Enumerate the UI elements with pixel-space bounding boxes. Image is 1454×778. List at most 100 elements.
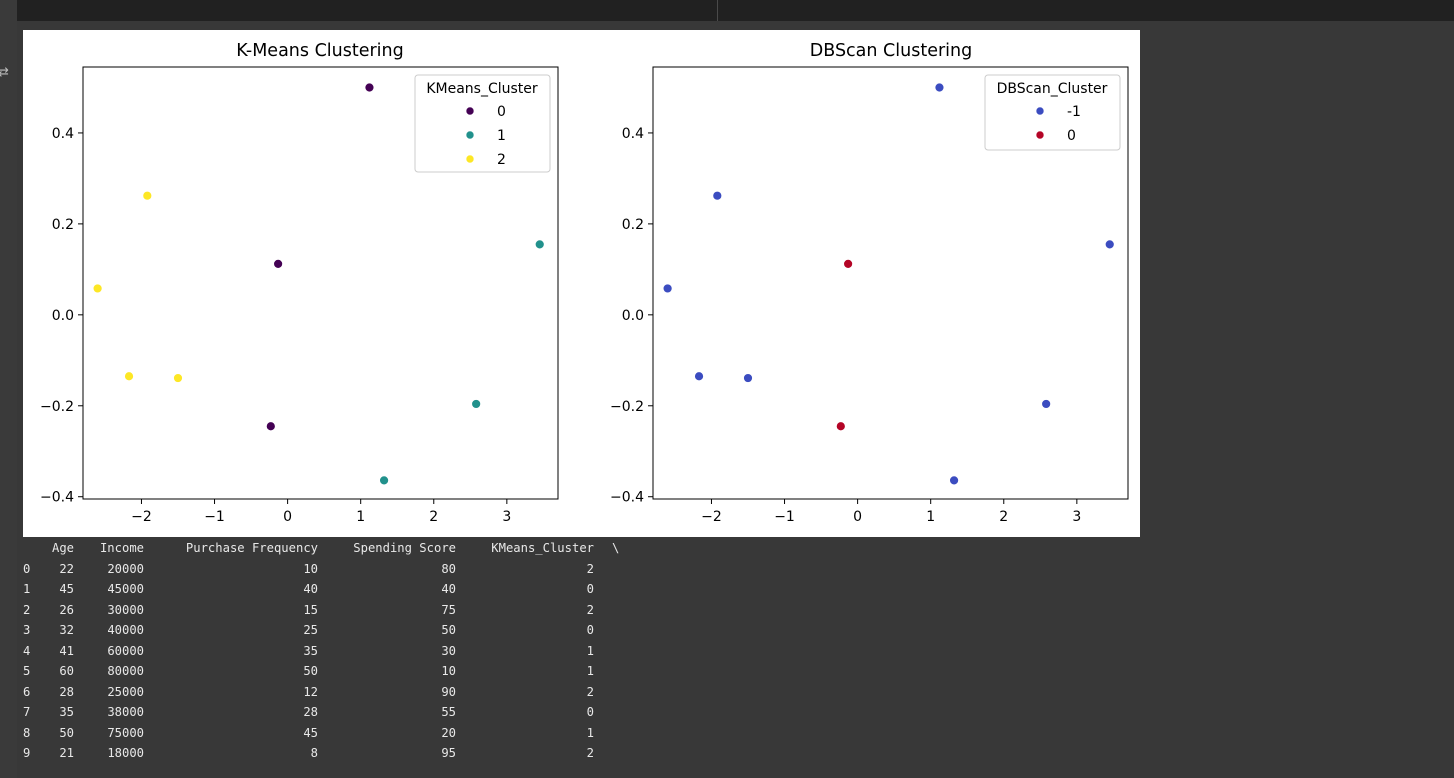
table-cell: 45 [303, 725, 318, 740]
kmeans-legend-marker [465, 106, 475, 116]
dbscan-axes-frame [652, 66, 1129, 500]
table-index-cell: 9 [23, 746, 31, 760]
cell-gutter: ⇄ [0, 21, 17, 778]
dbscan-legend-entries: -1 0 [1035, 104, 1081, 144]
table-cell: 25000 [107, 684, 144, 699]
table-cell: 60 [59, 664, 74, 678]
table-cell: 80000 [107, 664, 144, 678]
table-cell: 1 [586, 725, 594, 740]
dbscan-legend-title: DBScan_Cluster [997, 81, 1108, 97]
table-row: 7 35 38000 28 55 0 [23, 702, 643, 723]
dbscan-x-tick-label: −2 [701, 509, 722, 525]
table-cell: 30 [441, 643, 456, 658]
table-cell: 10 [303, 561, 318, 576]
kmeans-y-tick-label: −0.2 [40, 399, 74, 415]
kmeans-legend-label: 1 [497, 128, 506, 144]
table-cell: 2 [586, 684, 594, 699]
table-header-cell: Age [51, 541, 74, 555]
table-cell: 0 [586, 582, 594, 596]
table-cell: 80 [441, 561, 456, 576]
dbscan-points [662, 82, 1115, 486]
kmeans-x-ticks: −2 −1 0 1 2 3 [131, 499, 511, 525]
table-cell: 25 [303, 623, 318, 637]
table-cell: 45 [59, 582, 74, 596]
table-row: 1 45 45000 40 40 0 [23, 579, 643, 600]
table-header-cell: KMeans_Cluster [491, 541, 594, 555]
table-index-cell: 6 [23, 684, 31, 699]
kmeans-legend-label: 2 [497, 152, 506, 168]
table-cell: 75 [441, 602, 456, 617]
kmeans-legend-title: KMeans_Cluster [426, 81, 538, 97]
table-cell: 22 [59, 561, 74, 576]
table-cell: 90 [441, 684, 456, 699]
dataframe-output: Age Income Purchase Frequency Spending Scor… [23, 538, 643, 764]
dbscan-y-tick-label: 0.0 [622, 308, 644, 324]
table-cell: 35 [59, 705, 74, 719]
dbscan-point-cluster--1 [949, 475, 959, 486]
table-row: 5 60 80000 50 10 1 [23, 661, 643, 682]
dbscan-legend-marker [1035, 130, 1045, 140]
dbscan-x-tick-label: 0 [853, 509, 862, 525]
dbscan-panel: DBScan Clustering −2 −1 0 1 2 3 0.4 0.2 0.0 −0.2… [610, 41, 1129, 525]
table-index-cell: 1 [23, 582, 31, 596]
table-cell: 40000 [107, 623, 144, 637]
table-header-cell: Income [99, 541, 144, 555]
dbscan-point-cluster--1 [662, 283, 673, 294]
kmeans-axes-frame [82, 66, 559, 500]
kmeans-legend-label: 0 [497, 104, 506, 120]
dbscan-x-ticks: −2 −1 0 1 2 3 [701, 499, 1081, 525]
dbscan-y-tick-label: 0.2 [622, 217, 644, 233]
dbscan-x-tick-label: 3 [1072, 509, 1081, 525]
dbscan-x-tick-label: 1 [926, 509, 935, 525]
table-cell: 20000 [107, 561, 144, 576]
kmeans-y-tick-label: 0.0 [52, 308, 74, 324]
table-cell: 0 [586, 623, 594, 637]
kmeans-point-cluster-1 [534, 239, 545, 250]
kmeans-point-cluster-2 [173, 373, 183, 383]
kmeans-x-tick-label: 0 [283, 509, 292, 525]
dbscan-y-tick-label: 0.4 [622, 126, 644, 142]
table-cell: 26 [59, 602, 74, 617]
dbscan-y-ticks: 0.4 0.2 0.0 −0.2 −0.4 [610, 126, 653, 506]
table-cell: 0 [586, 705, 594, 719]
table-cell: 75000 [107, 725, 144, 740]
dbscan-y-tick-label: −0.4 [610, 490, 644, 506]
clustering-figure: K-Means Clustering −2 −1 0 1 2 3 0.4 0.2 0.0 −0.… [23, 30, 1140, 537]
table-cell: 50 [303, 664, 318, 678]
table-header-cell: \ [612, 541, 620, 555]
kmeans-x-tick-label: 1 [356, 509, 365, 525]
dbscan-point-cluster--1 [1104, 239, 1115, 250]
kmeans-point-cluster-0 [273, 259, 284, 269]
table-cell: 45000 [107, 582, 144, 596]
dbscan-legend-label: -1 [1067, 104, 1081, 120]
kmeans-legend-entries: 0 1 2 [465, 104, 506, 168]
table-cell: 38000 [107, 705, 144, 719]
output-icon[interactable]: ⇄ [0, 65, 9, 80]
table-cell: 12 [303, 684, 318, 699]
kmeans-point-cluster-2 [92, 283, 103, 294]
kmeans-point-cluster-1 [471, 399, 482, 409]
toolbar-edge [0, 0, 17, 21]
table-row: 4 41 60000 35 30 1 [23, 641, 643, 662]
table-cell: 32 [59, 623, 74, 637]
table-cell: 21 [59, 746, 74, 760]
table-cell: 95 [441, 746, 456, 760]
kmeans-legend-box [414, 74, 551, 173]
table-cell: 60000 [107, 643, 144, 658]
table-row: 6 28 25000 12 90 2 [23, 682, 643, 703]
dbscan-point-cluster--1 [1041, 399, 1052, 409]
dbscan-legend-marker [1035, 106, 1045, 116]
dbscan-legend-box [984, 74, 1121, 151]
table-cell: 28 [303, 705, 318, 719]
table-index-cell: 4 [23, 643, 31, 658]
figure-svg: K-Means Clustering −2 −1 0 1 2 3 0.4 0.2 0.0 −0.… [40, 41, 1129, 525]
table-cell: 1 [586, 643, 594, 658]
dbscan-title: DBScan Clustering [810, 41, 972, 61]
kmeans-y-ticks: 0.4 0.2 0.0 −0.2 −0.4 [40, 126, 83, 506]
table-cell: 18000 [107, 746, 144, 760]
cell-toolbar [0, 0, 1454, 21]
table-cell: 41 [59, 643, 74, 658]
table-cell: 40 [441, 582, 456, 596]
kmeans-x-tick-label: 3 [502, 509, 511, 525]
kmeans-legend-marker [465, 154, 475, 164]
